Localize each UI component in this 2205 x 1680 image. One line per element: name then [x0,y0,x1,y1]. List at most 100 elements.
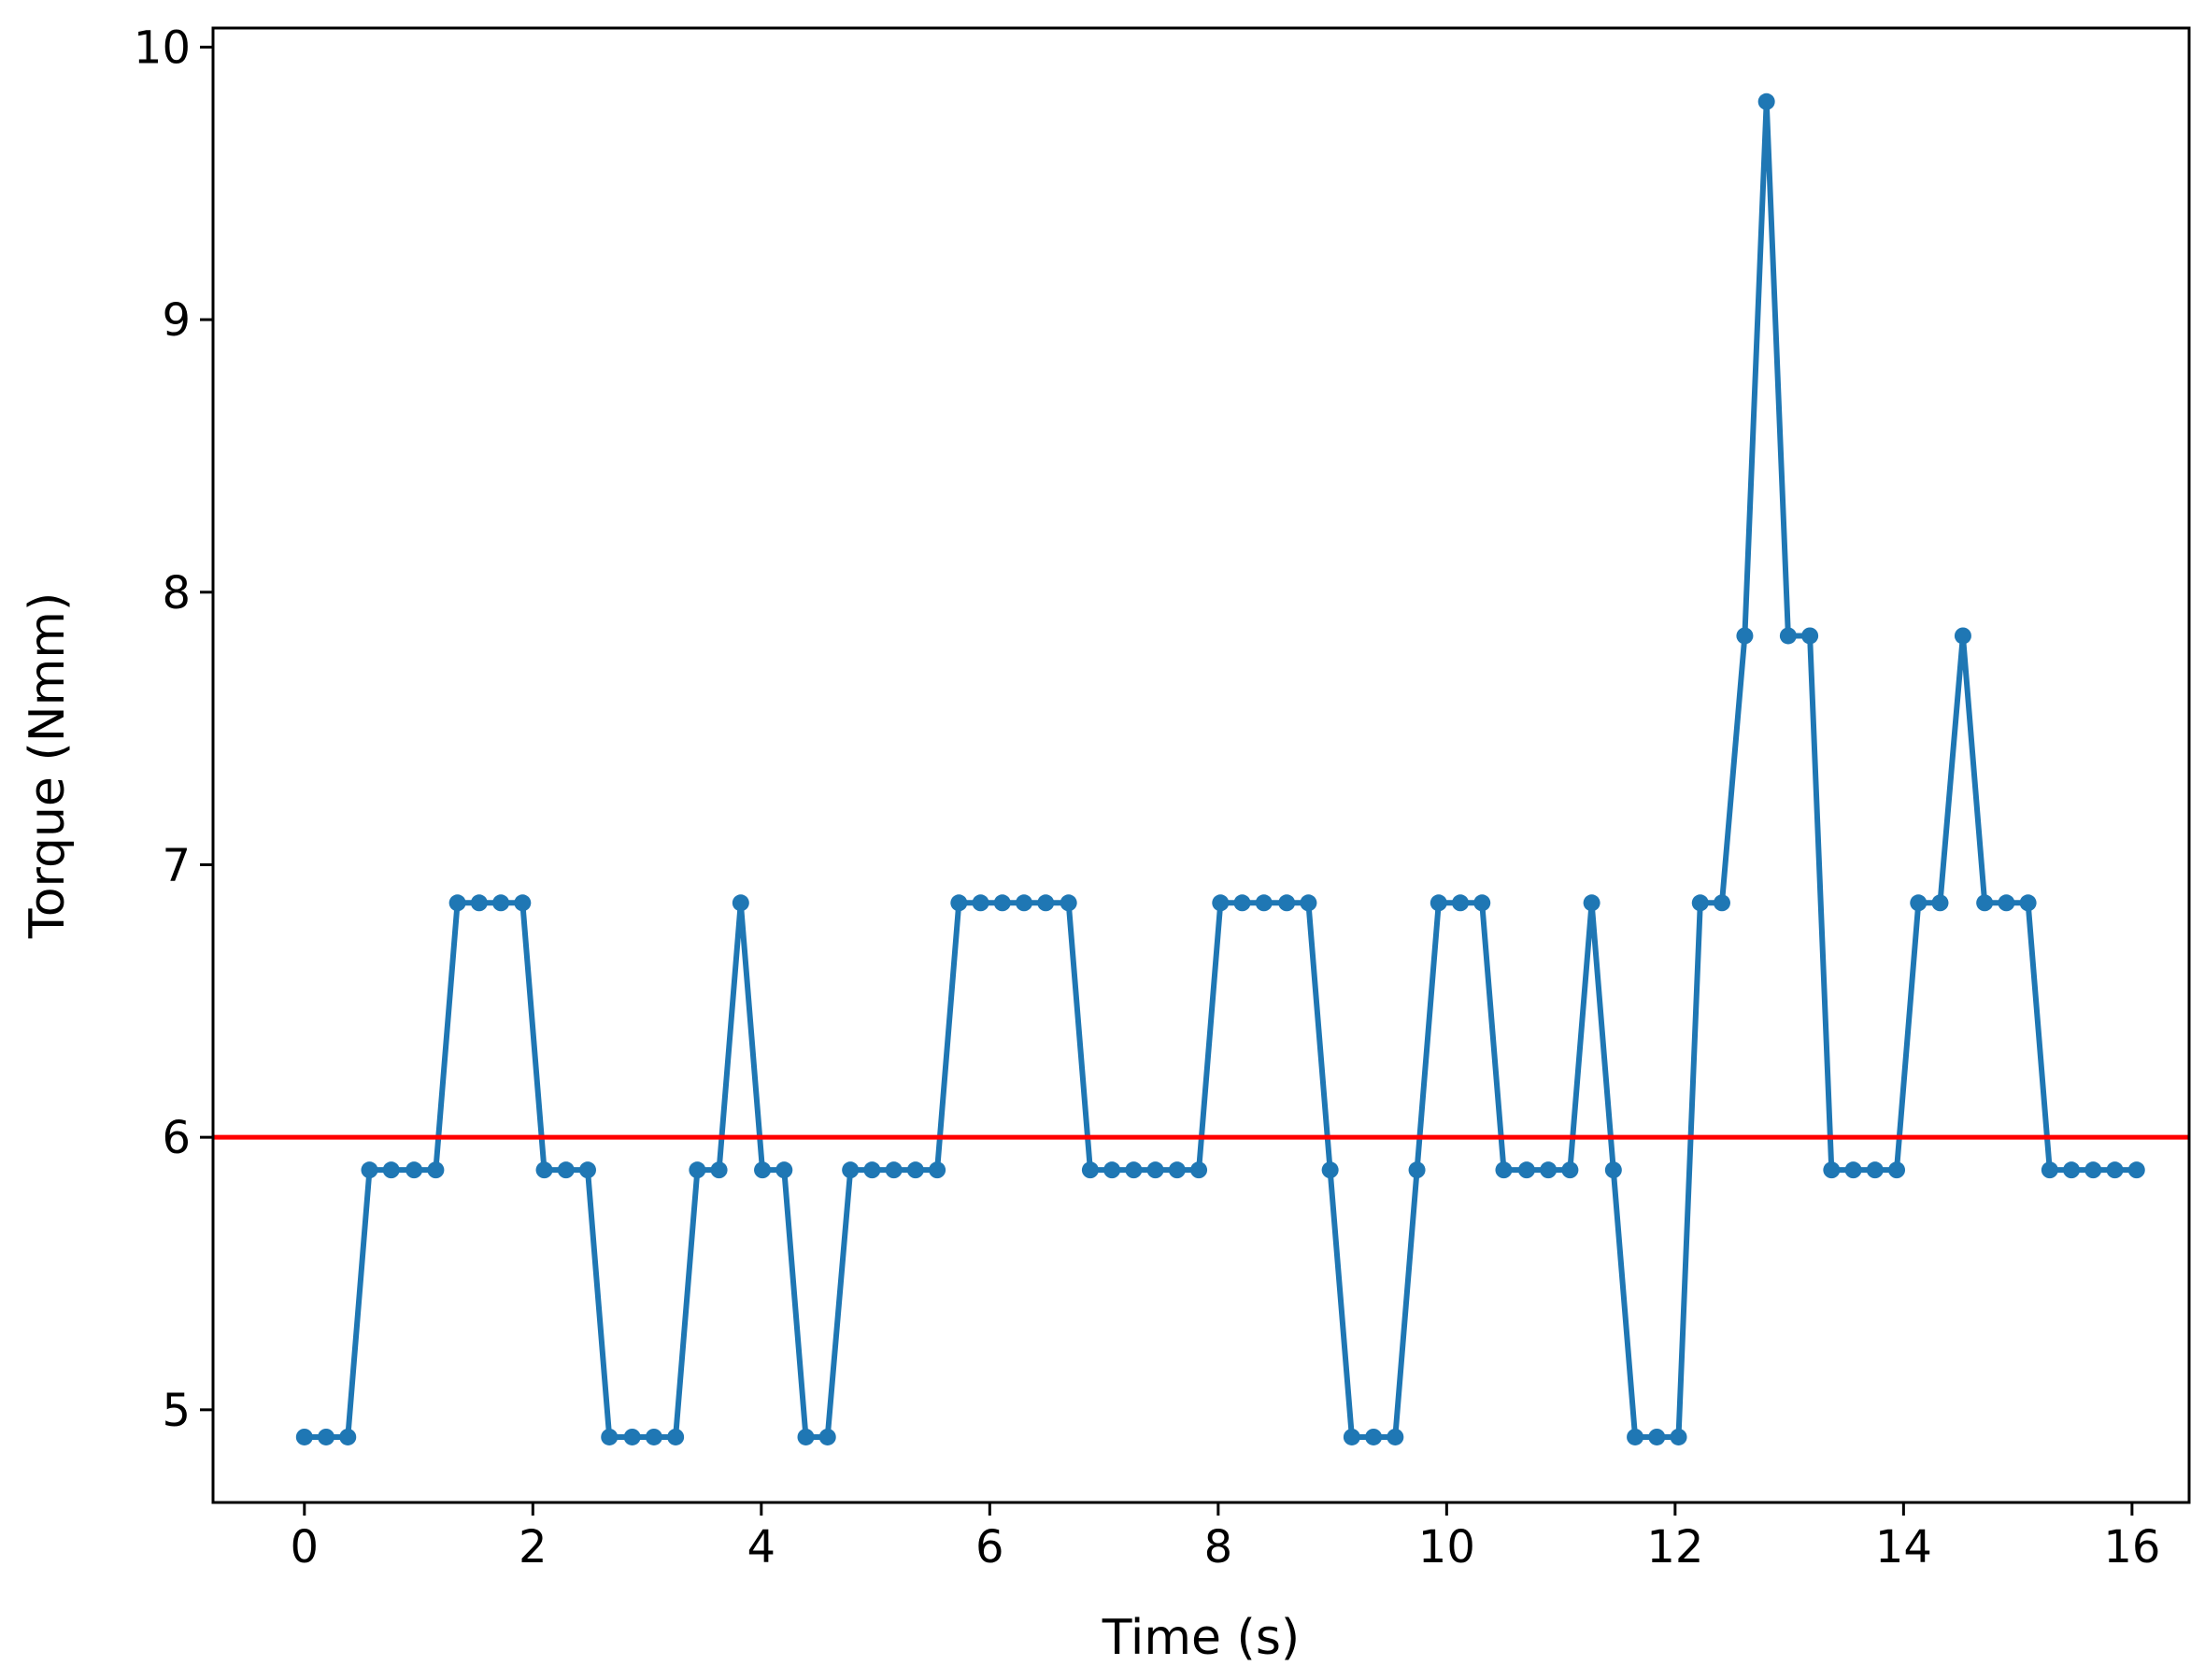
data-point [1081,1161,1099,1179]
data-point [1931,894,1949,912]
data-point [885,1161,903,1179]
data-point [1976,894,1994,912]
data-point [1866,1161,1884,1179]
data-point [601,1428,619,1445]
data-point [1801,627,1819,645]
x-axis-label: Time (s) [1102,1610,1300,1666]
ticks: 0 2 4 6 8 10 12 14 16 5 6 7 8 9 10 [134,21,2160,1573]
data-point [732,894,749,912]
data-point [623,1428,641,1445]
data-point [950,894,968,912]
data-point [1540,1161,1558,1179]
data-point [1736,627,1754,645]
data-point [2084,1161,2102,1179]
data-point [1387,1428,1404,1445]
data-point [1037,894,1055,912]
data-point [972,894,989,912]
data-point [842,1161,860,1179]
data-point [1473,894,1491,912]
data-point [1300,894,1317,912]
data-point [1278,894,1296,912]
data-point [797,1428,815,1445]
data-point [710,1161,728,1179]
series-line [304,98,2137,1440]
data-point [1103,1161,1121,1179]
data-point [1627,1428,1644,1445]
x-tick-label: 10 [1418,1521,1475,1573]
data-point [470,894,488,912]
axes-frame [211,26,2191,1504]
x-tick-label: 4 [747,1521,776,1573]
data-point [863,1161,881,1179]
data-point [1561,1161,1579,1179]
data-point [318,1428,335,1445]
data-point [578,1161,596,1179]
data-point [295,1428,313,1445]
data-point [775,1161,793,1179]
data-point [993,894,1011,912]
data-point [1016,894,1033,912]
y-tick-label: 5 [162,1385,191,1437]
data-point [405,1161,423,1179]
data-point [929,1161,946,1179]
x-tick-label: 8 [1204,1521,1233,1573]
data-point [645,1428,662,1445]
data-point [1888,1161,1906,1179]
data-point [667,1428,685,1445]
data-point [2063,1161,2081,1179]
data-point [1495,1161,1513,1179]
data-point [339,1428,357,1445]
data-point [1233,894,1251,912]
data-point [1212,894,1230,912]
y-tick-label: 8 [162,567,191,619]
data-point [427,1161,445,1179]
y-tick-label: 6 [162,1112,191,1164]
data-point [1365,1428,1383,1445]
plot-area [213,93,2189,1445]
data-point [1757,93,1775,110]
data-point [514,894,532,912]
y-tick-label: 9 [162,294,191,347]
y-axis-label: Torque (Nmm) [20,592,76,939]
data-point [1321,1161,1339,1179]
data-point [1430,894,1447,912]
data-point [2106,1161,2124,1179]
x-tick-label: 6 [975,1521,1004,1573]
data-point [557,1161,575,1179]
data-point [1998,894,2015,912]
data-point [1190,1161,1208,1179]
x-tick-label: 0 [291,1521,320,1573]
data-point [1713,894,1730,912]
data-point [1343,1428,1360,1445]
data-point [535,1161,553,1179]
data-point [2019,894,2037,912]
data-point [2041,1161,2058,1179]
y-tick-label: 7 [162,839,191,891]
data-point [1604,1161,1622,1179]
data-point [1670,1428,1687,1445]
x-tick-label: 2 [519,1521,548,1573]
data-point [1954,627,1971,645]
data-point [492,894,510,912]
data-point [1648,1428,1666,1445]
data-point [1060,894,1077,912]
x-tick-label: 14 [1875,1521,1932,1573]
data-point [1255,894,1273,912]
data-point [1779,627,1797,645]
data-point [1517,1161,1535,1179]
data-point [1452,894,1470,912]
data-point [1583,894,1600,912]
data-point [1691,894,1709,912]
x-tick-label: 12 [1646,1521,1703,1573]
data-point [818,1428,836,1445]
data-point [1125,1161,1143,1179]
data-point [906,1161,924,1179]
data-point [2127,1161,2145,1179]
data-point [382,1161,400,1179]
data-point [754,1161,772,1179]
data-point [361,1161,378,1179]
data-point [1844,1161,1862,1179]
x-tick-label: 16 [2103,1521,2160,1573]
data-point [1823,1161,1841,1179]
